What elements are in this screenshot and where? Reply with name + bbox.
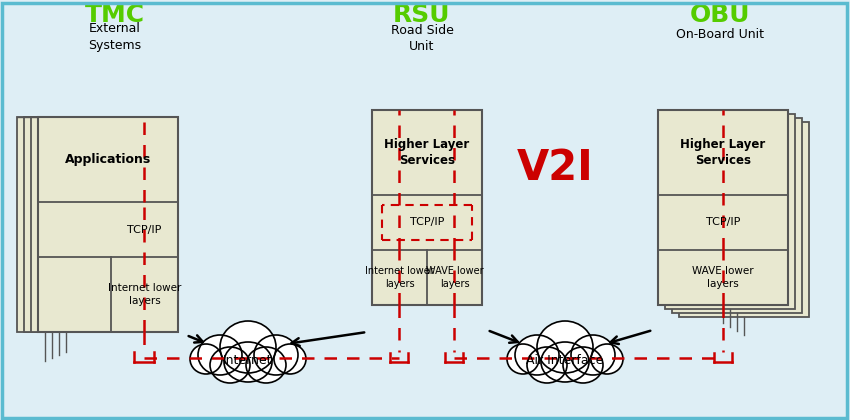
- Text: V2I: V2I: [517, 147, 593, 189]
- Ellipse shape: [541, 342, 589, 382]
- Bar: [372, 110, 482, 305]
- Bar: [665, 114, 795, 309]
- Ellipse shape: [274, 344, 306, 374]
- Bar: [31, 117, 171, 332]
- Text: Applications: Applications: [65, 153, 151, 166]
- Text: Internet lower
layers: Internet lower layers: [366, 266, 434, 289]
- Ellipse shape: [571, 335, 615, 375]
- Text: TCP/IP: TCP/IP: [410, 218, 445, 228]
- Ellipse shape: [224, 342, 272, 382]
- Ellipse shape: [246, 347, 286, 383]
- Text: Higher Layer
Services: Higher Layer Services: [680, 138, 766, 167]
- Text: WAVE lower
layers: WAVE lower layers: [692, 266, 754, 289]
- Text: On-Board Unit: On-Board Unit: [676, 29, 764, 42]
- Ellipse shape: [515, 335, 559, 375]
- Ellipse shape: [254, 335, 298, 375]
- Ellipse shape: [563, 347, 603, 383]
- Text: External
Systems: External Systems: [88, 23, 142, 52]
- Text: WAVE lower
layers: WAVE lower layers: [426, 266, 484, 289]
- Ellipse shape: [210, 347, 250, 383]
- Ellipse shape: [527, 347, 567, 383]
- Ellipse shape: [198, 335, 242, 375]
- Text: OBU: OBU: [689, 3, 751, 27]
- Ellipse shape: [220, 321, 276, 373]
- Bar: [24, 117, 164, 332]
- Text: TCP/IP: TCP/IP: [128, 225, 162, 234]
- Text: Road Side
Unit: Road Side Unit: [390, 24, 453, 52]
- Bar: [658, 110, 788, 305]
- Text: TCP/IP: TCP/IP: [706, 218, 740, 228]
- Bar: [679, 122, 809, 317]
- Ellipse shape: [537, 321, 593, 373]
- Text: RSU: RSU: [394, 3, 450, 27]
- Bar: [17, 117, 157, 332]
- Ellipse shape: [190, 344, 222, 374]
- Text: Air Interface: Air Interface: [526, 354, 604, 367]
- Text: Internet: Internet: [224, 354, 273, 367]
- Ellipse shape: [507, 344, 539, 374]
- Bar: [38, 117, 178, 332]
- Ellipse shape: [591, 344, 623, 374]
- Text: Higher Layer
Services: Higher Layer Services: [384, 138, 469, 167]
- Bar: [672, 118, 802, 313]
- Text: TMC: TMC: [85, 3, 145, 27]
- Text: Internet lower
layers: Internet lower layers: [108, 284, 181, 306]
